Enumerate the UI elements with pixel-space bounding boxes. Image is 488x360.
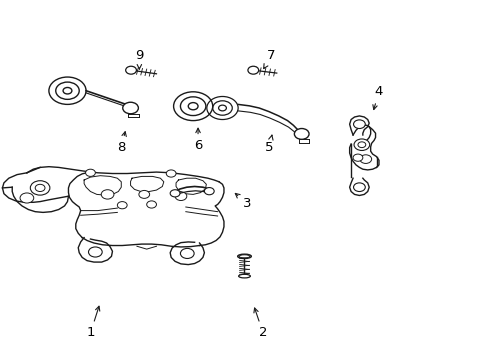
Circle shape <box>180 248 194 258</box>
Circle shape <box>247 66 258 74</box>
Text: 9: 9 <box>135 49 143 69</box>
Circle shape <box>353 183 365 192</box>
Circle shape <box>139 190 149 198</box>
Circle shape <box>294 129 308 139</box>
Circle shape <box>175 192 186 201</box>
Ellipse shape <box>238 274 250 278</box>
Text: 8: 8 <box>117 132 126 154</box>
Circle shape <box>88 247 102 257</box>
Circle shape <box>353 120 365 129</box>
Circle shape <box>30 181 50 195</box>
Text: 3: 3 <box>235 193 251 210</box>
Circle shape <box>117 202 127 209</box>
Text: 1: 1 <box>86 306 100 339</box>
Circle shape <box>101 190 114 199</box>
Circle shape <box>353 139 369 150</box>
Ellipse shape <box>237 254 251 258</box>
Circle shape <box>85 169 95 176</box>
Circle shape <box>359 155 371 163</box>
Text: 5: 5 <box>264 135 273 154</box>
Circle shape <box>352 154 362 161</box>
Text: 7: 7 <box>263 49 275 68</box>
Text: 6: 6 <box>193 128 202 152</box>
Circle shape <box>125 66 136 74</box>
Circle shape <box>166 170 176 177</box>
Circle shape <box>170 190 180 197</box>
Circle shape <box>122 102 138 114</box>
Circle shape <box>20 193 34 203</box>
Text: 2: 2 <box>253 308 267 339</box>
Circle shape <box>204 188 214 195</box>
Circle shape <box>146 201 156 208</box>
Text: 4: 4 <box>372 85 383 109</box>
